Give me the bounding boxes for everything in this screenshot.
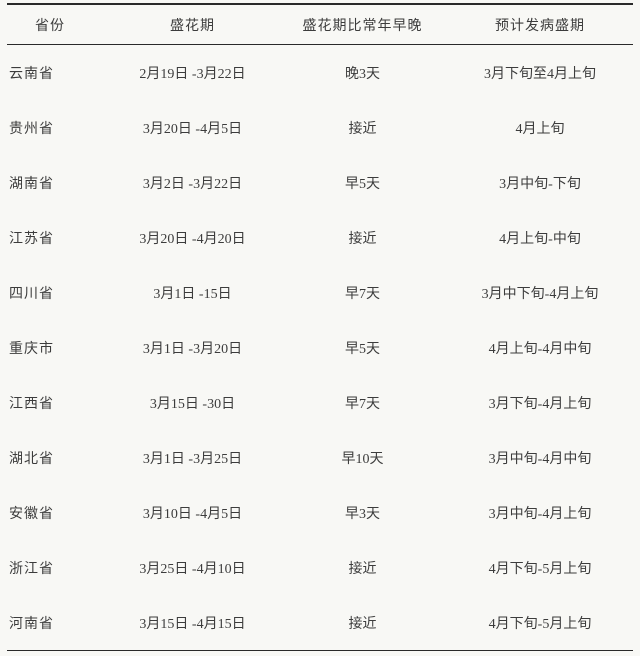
cell-disease-peak: 3月下旬至4月上旬 (484, 66, 596, 82)
cell-deviation: 早10天 (341, 451, 384, 467)
cell-province: 重庆市 (9, 341, 54, 357)
cell-deviation: 接近 (348, 121, 377, 137)
column-header-disease-peak: 预计发病盛期 (495, 18, 585, 34)
cell-disease-peak: 4月上旬-4月中旬 (488, 341, 592, 357)
table-row: 四川省 3月1日 -15日 早7天 3月中下旬-4月上旬 (0, 265, 640, 320)
cell-province: 河南省 (9, 616, 54, 632)
cell-deviation: 早3天 (345, 506, 380, 522)
cell-deviation: 早5天 (345, 176, 380, 192)
cell-bloom-period: 3月15日 -30日 (149, 396, 236, 412)
table-header-row: 省份 盛花期 盛花期比常年早晚 预计发病盛期 (0, 5, 640, 44)
cell-bloom-period: 3月15日 -4月15日 (139, 616, 246, 632)
cell-deviation: 早7天 (345, 286, 380, 302)
cell-disease-peak: 4月上旬-中旬 (499, 231, 581, 247)
cell-province: 安徽省 (9, 506, 54, 522)
cell-bloom-period: 3月2日 -3月22日 (142, 176, 243, 192)
cell-province: 湖南省 (9, 176, 54, 192)
cell-deviation: 早5天 (345, 341, 380, 357)
column-header-province: 省份 (35, 18, 65, 34)
table-row: 安徽省 3月10日 -4月5日 早3天 3月中旬-4月上旬 (0, 485, 640, 540)
table-row: 重庆市 3月1日 -3月20日 早5天 4月上旬-4月中旬 (0, 320, 640, 375)
cell-bloom-period: 3月1日 -3月25日 (142, 451, 243, 467)
table-row: 贵州省 3月20日 -4月5日 接近 4月上旬 (0, 100, 640, 155)
column-header-deviation: 盛花期比常年早晚 (302, 18, 423, 34)
cell-bloom-period: 2月19日 -3月22日 (139, 66, 246, 82)
table-row: 浙江省 3月25日 -4月10日 接近 4月下旬-5月上旬 (0, 540, 640, 595)
cell-disease-peak: 4月上旬 (515, 121, 565, 137)
table-body: 云南省 2月19日 -3月22日 晚3天 3月下旬至4月上旬 贵州省 3月20日… (0, 45, 640, 650)
cell-province: 贵州省 (9, 121, 54, 137)
cell-deviation: 晚3天 (345, 66, 380, 82)
cell-deviation: 接近 (348, 616, 377, 632)
cell-bloom-period: 3月10日 -4月5日 (142, 506, 243, 522)
cell-province: 湖北省 (9, 451, 54, 467)
cell-province: 江西省 (9, 396, 54, 412)
cell-province: 江苏省 (9, 231, 54, 247)
cell-bloom-period: 3月1日 -15日 (153, 286, 232, 302)
cell-bloom-period: 3月1日 -3月20日 (142, 341, 243, 357)
table-header-rule (7, 44, 633, 45)
column-header-bloom-period: 盛花期 (170, 18, 215, 34)
cell-disease-peak: 3月中旬-下旬 (499, 176, 581, 192)
cell-disease-peak: 3月中下旬-4月上旬 (481, 286, 599, 302)
table-top-rule (7, 3, 633, 5)
table-row: 湖北省 3月1日 -3月25日 早10天 3月中旬-4月中旬 (0, 430, 640, 485)
table-row: 云南省 2月19日 -3月22日 晚3天 3月下旬至4月上旬 (0, 45, 640, 100)
table-row: 湖南省 3月2日 -3月22日 早5天 3月中旬-下旬 (0, 155, 640, 210)
cell-disease-peak: 4月下旬-5月上旬 (488, 561, 592, 577)
cell-province: 四川省 (9, 286, 54, 302)
table-row: 江苏省 3月20日 -4月20日 接近 4月上旬-中旬 (0, 210, 640, 265)
cell-bloom-period: 3月25日 -4月10日 (139, 561, 246, 577)
cell-deviation: 早7天 (345, 396, 380, 412)
cell-disease-peak: 4月下旬-5月上旬 (488, 616, 592, 632)
cell-bloom-period: 3月20日 -4月20日 (139, 231, 246, 247)
cell-province: 云南省 (9, 66, 54, 82)
cell-bloom-period: 3月20日 -4月5日 (142, 121, 243, 137)
cell-disease-peak: 3月中旬-4月中旬 (488, 451, 592, 467)
table-row: 河南省 3月15日 -4月15日 接近 4月下旬-5月上旬 (0, 595, 640, 650)
cell-disease-peak: 3月中旬-4月上旬 (488, 506, 592, 522)
cell-deviation: 接近 (348, 231, 377, 247)
table-bottom-rule (7, 650, 633, 651)
cell-deviation: 接近 (348, 561, 377, 577)
cell-disease-peak: 3月下旬-4月上旬 (488, 396, 592, 412)
table-row: 江西省 3月15日 -30日 早7天 3月下旬-4月上旬 (0, 375, 640, 430)
cell-province: 浙江省 (9, 561, 54, 577)
